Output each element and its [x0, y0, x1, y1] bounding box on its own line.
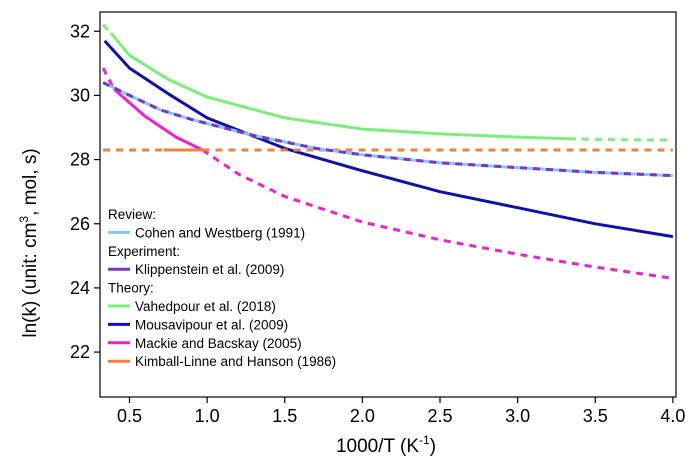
ticks-layer: 0.5 1.0 1.5 2.0 2.5 3.0 3.5 4.0 22 24 26 28 30 32	[70, 21, 685, 426]
x-axis-title: 1000/T (K-1)	[336, 433, 436, 457]
series-5	[102, 81, 673, 178]
legend-header: Experiment:	[108, 244, 180, 259]
x-tick-label: 4.0	[660, 406, 685, 426]
series-line-6-1	[102, 81, 673, 178]
legend-entry: Kimball-Linne and Hanson (1986)	[135, 354, 336, 369]
plot-border	[99, 11, 677, 398]
x-tick-label: 1.0	[195, 406, 220, 426]
legend-header: Review:	[108, 207, 156, 222]
y-axis-title-rest: , mol, s)	[20, 148, 41, 216]
y-axis-title: ln(k) (unit: cm3, mol, s)	[17, 148, 41, 337]
x-axis-title-sup: -1	[419, 433, 430, 447]
x-axis-title-close: )	[430, 436, 436, 457]
series-line-2-1	[103, 39, 674, 239]
legend-entry: Cohen and Westberg (1991)	[135, 225, 305, 240]
series-line-1-1	[109, 31, 569, 141]
legend-entry: Klippenstein et al. (2009)	[135, 262, 284, 277]
series-line-5-1	[102, 81, 673, 178]
x-axis-title-main: 1000/T (K	[336, 436, 419, 457]
x-tick-label: 2.0	[350, 406, 375, 426]
legend-entry: Mackie and Bacskay (2005)	[135, 336, 302, 351]
x-tick-label: 3.0	[505, 406, 530, 426]
x-tick-label: 0.5	[117, 406, 142, 426]
series-2	[103, 39, 674, 239]
x-tick-label: 2.5	[427, 406, 452, 426]
series-line-1-3	[568, 137, 673, 142]
legend-header: Theory:	[108, 281, 154, 296]
y-tick-label: 32	[70, 21, 90, 41]
legend-entry: Vahedpour et al. (2018)	[135, 299, 276, 314]
y-axis-title-sup: 3	[17, 216, 31, 223]
y-tick-label: 22	[70, 342, 90, 362]
legend: Review: Cohen and Westberg (1991) Experime…	[108, 207, 336, 369]
y-tick-label: 26	[70, 214, 90, 234]
series-6	[102, 81, 673, 178]
series-layer	[101, 23, 674, 280]
series-line-3-2	[113, 87, 204, 152]
series-line-3-3	[201, 148, 674, 280]
y-tick-label: 28	[70, 150, 90, 170]
legend-entry: Mousavipour et al. (2009)	[135, 317, 288, 332]
x-tick-label: 3.5	[583, 406, 608, 426]
series-line-1-2	[102, 23, 112, 34]
plot-frame	[99, 11, 677, 398]
series-1	[102, 23, 673, 142]
x-tick-label: 1.5	[272, 406, 297, 426]
y-tick-label: 24	[70, 278, 90, 298]
y-axis-title-main: ln(k) (unit: cm	[20, 223, 41, 338]
y-tick-label: 30	[70, 85, 90, 105]
